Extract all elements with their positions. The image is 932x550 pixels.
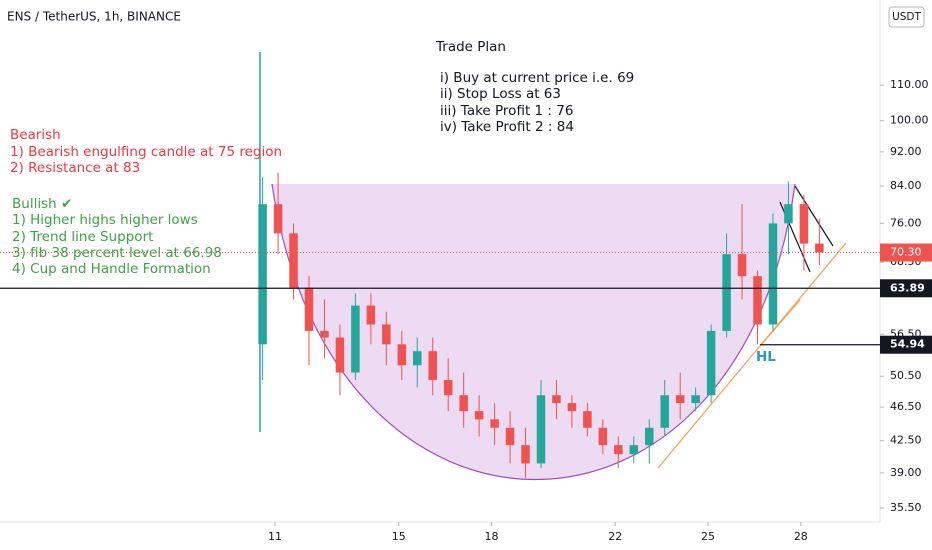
candle-body [598, 427, 608, 446]
x-tick-label: 15 [392, 530, 406, 543]
bearish-line: 1) Bearish engulfing candle at 75 region [10, 144, 282, 160]
bearish-title: Bearish [10, 127, 61, 143]
candle-body [304, 287, 314, 331]
candle-body [320, 330, 329, 338]
candle-body [273, 204, 283, 234]
trend-line [759, 299, 801, 347]
y-tick-label: 76.00 [890, 216, 922, 229]
bullish-title: Bullish ✔ [12, 196, 72, 212]
candle-body [459, 395, 468, 412]
trade-plan-line: iv) Take Profit 2 : 84 [440, 119, 574, 135]
candle-body [521, 445, 530, 464]
trade-plan-line: iii) Take Profit 1 : 76 [440, 103, 573, 119]
candle-body [614, 445, 623, 455]
candle-body [691, 395, 700, 404]
candle-body [753, 276, 762, 325]
hl-label: HL [756, 349, 776, 365]
candle-body [505, 427, 515, 446]
candle-body [289, 233, 298, 288]
x-tick-label: 11 [268, 530, 282, 543]
candle-body [815, 243, 824, 253]
candle-body [335, 337, 345, 373]
candle-body [366, 305, 376, 325]
chart-title: ENS / TetherUS, 1h, BINANCE [7, 10, 181, 24]
candle-body [799, 204, 809, 244]
candle-body [413, 351, 422, 366]
candle-body [706, 330, 716, 396]
candle-body [428, 351, 437, 380]
candle-body [443, 379, 453, 396]
trend-line [657, 242, 847, 469]
candle-body [784, 204, 793, 224]
candle-body [629, 445, 639, 455]
price-line-box [880, 335, 932, 354]
currency-box[interactable] [888, 6, 925, 28]
candle-body [583, 411, 592, 428]
plot [258, 172, 824, 478]
y-tick-label: 110.00 [890, 78, 929, 91]
y-tick-label: 42.50 [890, 434, 922, 447]
price-line-label: 54.94 [890, 338, 925, 351]
bullish-line: 1) Higher highs higher lows [12, 212, 198, 228]
candle-body [258, 204, 267, 345]
last-price-label: 70.30 [890, 246, 922, 259]
y-tick-label: 92.00 [890, 145, 922, 158]
x-tick-label: 18 [485, 530, 499, 543]
candle-body [675, 395, 685, 404]
x-tick-label: 25 [701, 530, 715, 543]
candle-body [536, 395, 546, 464]
y-tick-label: 84.00 [890, 179, 922, 192]
y-tick-label: 100.00 [890, 114, 929, 127]
price-line-label: 63.89 [890, 281, 925, 294]
last-price-box [880, 243, 932, 262]
currency[interactable]: USDT [892, 11, 921, 23]
price-line-box [880, 279, 932, 298]
candle-body [490, 419, 499, 428]
x-tick-label: 22 [608, 530, 622, 543]
trade-plan-title: Trade Plan [435, 39, 506, 55]
y-tick-label: 46.50 [890, 400, 922, 413]
trade-plan-line: ii) Stop Loss at 63 [440, 86, 561, 102]
candle-body [474, 411, 484, 420]
candle-body [737, 254, 747, 277]
bullish-line: 4) Cup and Handle Formation [12, 261, 211, 277]
bullish-line: 2) Trend line Support [12, 229, 153, 245]
candle-body [768, 223, 778, 325]
handle-line [794, 185, 834, 247]
candle-body [644, 427, 654, 446]
trade-plan-line: i) Buy at current price i.e. 69 [440, 70, 634, 86]
candle-body [567, 403, 577, 412]
candle-body [722, 254, 731, 331]
candle-body [552, 395, 561, 404]
candle-body [660, 395, 669, 428]
candle-body [351, 305, 360, 373]
bearish-line: 2) Resistance at 83 [10, 160, 140, 176]
y-tick-label: 35.50 [890, 501, 922, 514]
cup-curve [271, 183, 796, 480]
x-tick-label: 28 [794, 530, 808, 543]
bullish-line: 3) fib 38 percent level at 66.98 [12, 245, 222, 261]
candle-body [397, 344, 407, 366]
y-tick-label: 39.00 [890, 466, 922, 479]
candle-body [382, 324, 391, 345]
y-tick-label: 50.50 [890, 369, 922, 382]
